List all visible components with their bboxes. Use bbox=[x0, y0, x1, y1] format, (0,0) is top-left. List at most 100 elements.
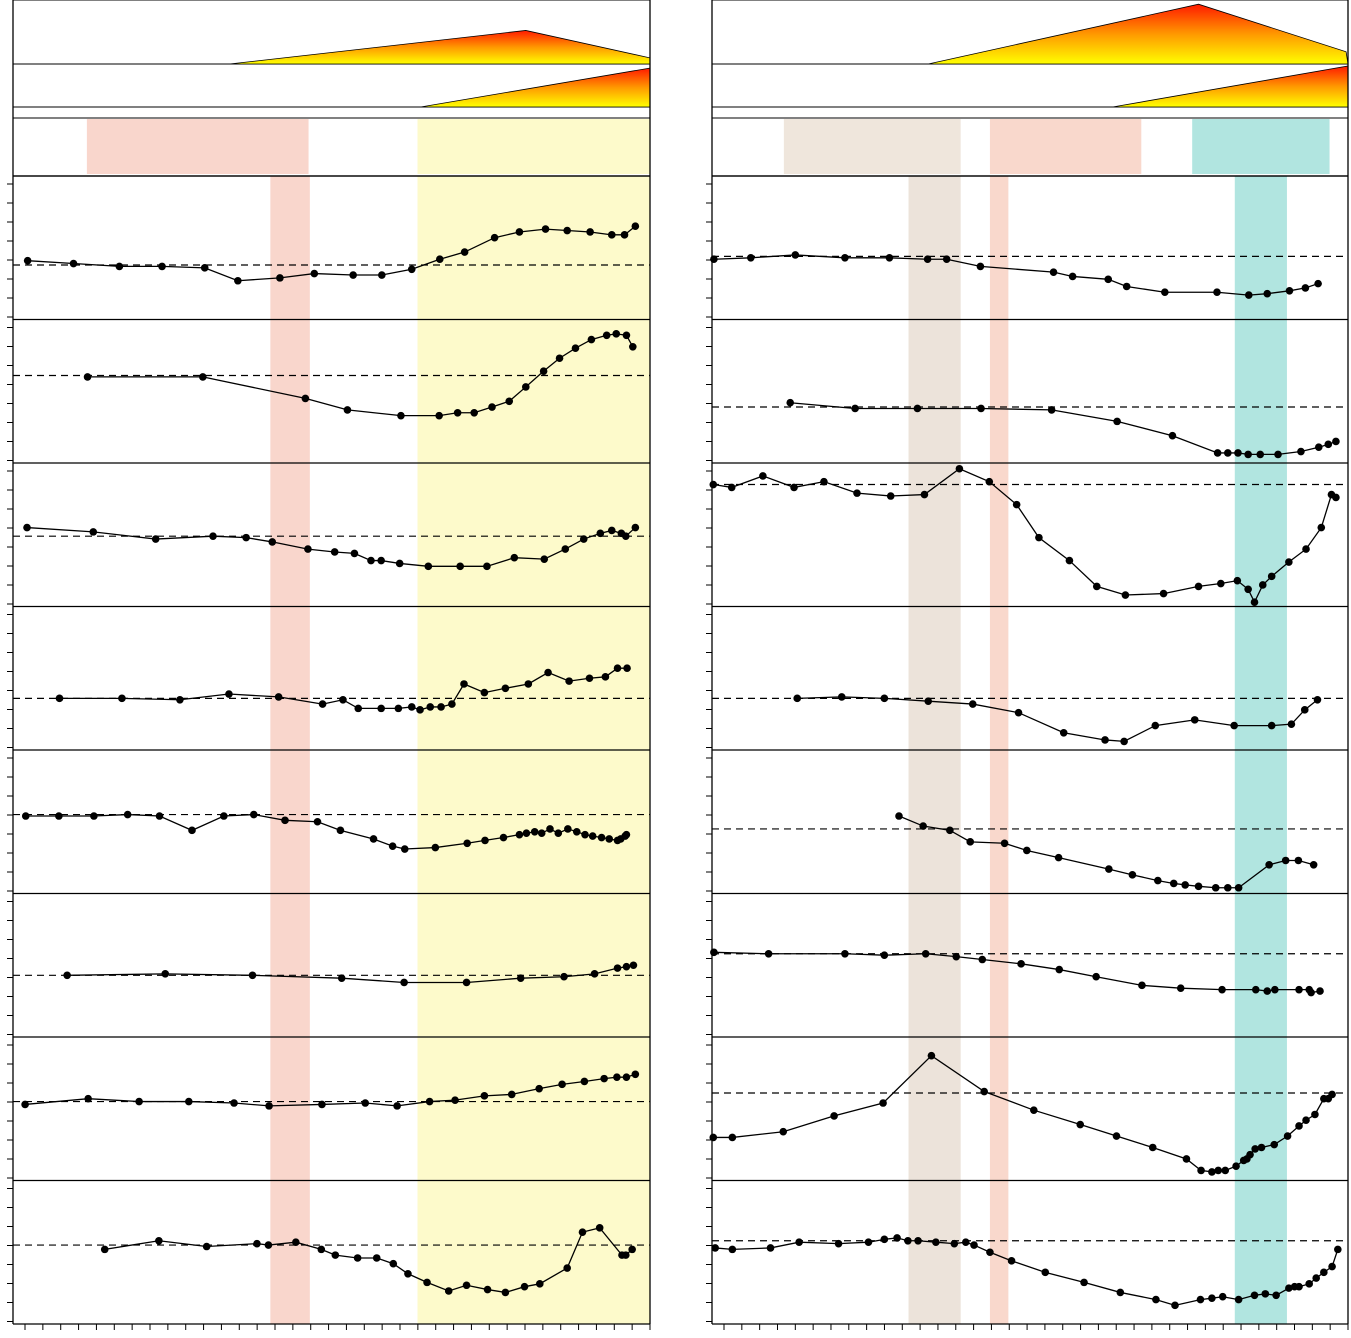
data-point bbox=[1311, 1110, 1319, 1119]
data-point bbox=[522, 829, 531, 838]
data-point bbox=[1023, 846, 1031, 855]
data-point bbox=[1047, 406, 1056, 414]
data-point bbox=[507, 1090, 516, 1099]
data-point bbox=[225, 690, 233, 698]
data-point bbox=[83, 373, 92, 381]
data-point bbox=[185, 1097, 193, 1106]
data-point bbox=[1151, 721, 1160, 730]
data-point bbox=[1171, 1301, 1179, 1310]
data-point bbox=[470, 408, 478, 417]
data-point bbox=[1121, 591, 1130, 599]
data-point bbox=[1101, 736, 1109, 744]
data-point bbox=[1233, 576, 1242, 585]
data-point bbox=[55, 812, 63, 820]
data-point bbox=[853, 489, 861, 497]
data-point bbox=[1154, 876, 1162, 885]
data-point bbox=[961, 1238, 970, 1247]
data-point bbox=[711, 1244, 719, 1252]
data-point bbox=[1181, 881, 1189, 889]
data-point bbox=[1261, 1290, 1270, 1298]
data-point bbox=[1148, 1143, 1157, 1152]
data-point bbox=[337, 974, 346, 982]
data-point bbox=[90, 812, 98, 820]
data-point bbox=[565, 677, 573, 685]
data-point bbox=[313, 817, 322, 826]
data-point bbox=[885, 253, 894, 262]
data-point bbox=[435, 255, 444, 264]
data-point bbox=[1320, 1268, 1328, 1277]
data-point bbox=[1221, 1166, 1230, 1175]
data-point bbox=[607, 526, 616, 535]
data-point bbox=[1287, 720, 1296, 728]
data-point bbox=[1317, 523, 1326, 532]
data-point bbox=[766, 1244, 775, 1252]
data-point bbox=[437, 703, 445, 711]
data-point bbox=[880, 951, 889, 960]
data-point bbox=[946, 826, 954, 835]
data-point bbox=[1294, 856, 1303, 865]
data-point bbox=[879, 1099, 887, 1107]
data-point bbox=[601, 673, 610, 681]
data-point bbox=[1234, 883, 1243, 892]
series-line-row-1 bbox=[713, 254, 1319, 296]
series-line-row-5 bbox=[898, 815, 1314, 889]
data-point bbox=[1285, 558, 1293, 566]
data-point bbox=[118, 694, 126, 703]
data-point bbox=[1271, 985, 1279, 994]
data-point bbox=[367, 556, 375, 565]
series-line-row-6 bbox=[713, 951, 1321, 994]
data-point bbox=[425, 1097, 434, 1106]
data-point bbox=[600, 1074, 608, 1083]
data-point bbox=[501, 684, 510, 693]
data-point bbox=[84, 1094, 92, 1103]
data-point bbox=[1274, 450, 1282, 459]
data-point bbox=[1283, 1132, 1292, 1140]
data-point bbox=[596, 529, 605, 538]
data-point bbox=[69, 259, 78, 268]
data-point bbox=[746, 253, 755, 262]
data-point bbox=[914, 1236, 922, 1245]
data-point bbox=[115, 262, 124, 271]
data-point bbox=[1194, 882, 1203, 891]
data-point bbox=[631, 1070, 640, 1079]
data-point bbox=[597, 833, 606, 842]
data-point bbox=[622, 1073, 631, 1081]
data-point bbox=[793, 694, 802, 703]
data-point bbox=[1159, 589, 1168, 598]
data-point bbox=[301, 394, 310, 403]
data-point bbox=[1314, 443, 1323, 452]
data-point bbox=[1000, 839, 1009, 848]
data-point bbox=[1055, 965, 1064, 974]
data-point bbox=[274, 693, 283, 701]
data-point bbox=[377, 704, 385, 713]
data-point bbox=[924, 697, 933, 706]
data-point bbox=[1113, 417, 1121, 426]
data-point bbox=[1281, 856, 1290, 865]
data-point bbox=[483, 562, 491, 571]
data-point bbox=[1285, 287, 1294, 295]
data-point bbox=[481, 836, 489, 845]
data-point bbox=[530, 827, 539, 836]
data-point bbox=[407, 265, 416, 274]
data-point bbox=[613, 1073, 621, 1081]
data-point bbox=[516, 974, 525, 982]
data-point bbox=[895, 812, 903, 820]
data-point bbox=[759, 472, 767, 480]
data-point bbox=[349, 271, 357, 279]
data-point bbox=[1012, 500, 1021, 509]
series-line-row-3 bbox=[713, 467, 1337, 604]
data-point bbox=[209, 532, 217, 540]
data-point bbox=[253, 1239, 261, 1248]
data-point bbox=[453, 408, 462, 417]
data-point bbox=[952, 952, 961, 961]
chart-panel-left bbox=[7, 0, 651, 1330]
data-point bbox=[501, 1288, 510, 1297]
data-point bbox=[978, 955, 987, 964]
data-point bbox=[620, 231, 629, 239]
data-point bbox=[541, 225, 550, 233]
data-point bbox=[318, 700, 327, 708]
data-point bbox=[480, 688, 489, 697]
data-point bbox=[330, 548, 339, 556]
data-point bbox=[100, 1245, 109, 1254]
data-point bbox=[622, 962, 631, 971]
